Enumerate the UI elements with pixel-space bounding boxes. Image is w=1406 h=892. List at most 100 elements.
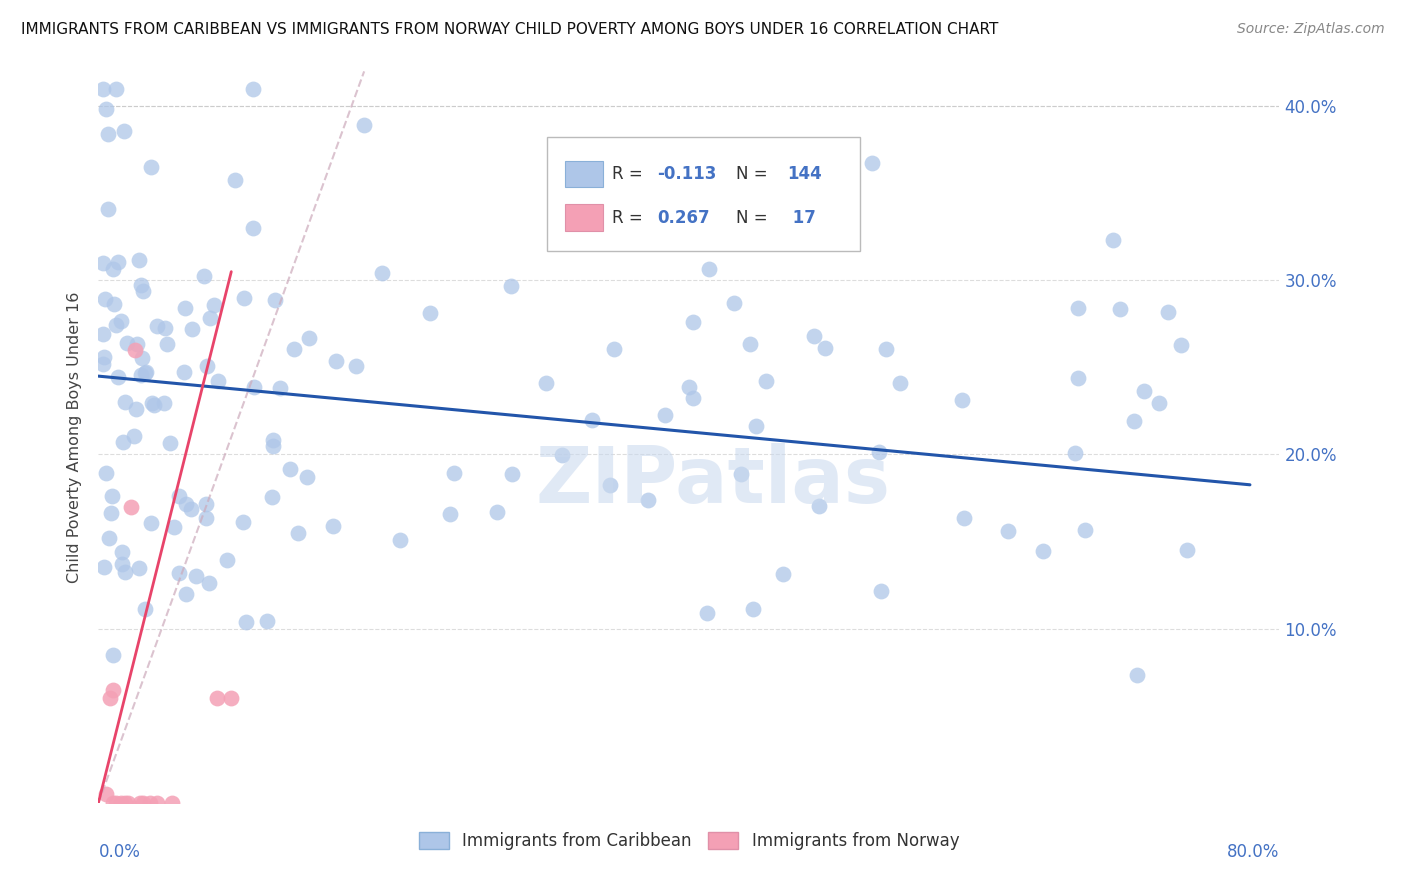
- Point: [287, 526, 309, 541]
- Point: [697, 262, 720, 277]
- Point: [114, 796, 136, 810]
- Point: [134, 602, 156, 616]
- FancyBboxPatch shape: [565, 204, 603, 231]
- Point: [1067, 371, 1090, 385]
- Point: [950, 393, 973, 408]
- Point: [678, 379, 700, 393]
- Point: [105, 82, 128, 96]
- Point: [94, 787, 117, 801]
- Point: [1032, 544, 1054, 558]
- Point: [98, 691, 121, 706]
- Point: [860, 156, 883, 170]
- Point: [139, 796, 162, 810]
- Point: [868, 445, 890, 459]
- Point: [298, 331, 321, 345]
- Point: [581, 413, 603, 427]
- Point: [205, 691, 228, 706]
- Point: [322, 519, 344, 533]
- Legend: Immigrants from Caribbean, Immigrants from Norway: Immigrants from Caribbean, Immigrants fr…: [412, 825, 966, 856]
- Point: [443, 466, 465, 480]
- Point: [256, 614, 278, 628]
- Point: [353, 118, 375, 132]
- Point: [232, 291, 254, 305]
- Point: [145, 318, 167, 333]
- Point: [263, 293, 285, 307]
- Point: [803, 329, 825, 343]
- Point: [125, 402, 148, 417]
- Point: [745, 419, 768, 434]
- Point: [100, 506, 122, 520]
- Point: [262, 433, 284, 447]
- Point: [107, 370, 129, 384]
- Point: [159, 436, 181, 450]
- Point: [117, 796, 139, 810]
- Point: [599, 478, 621, 492]
- Point: [551, 448, 574, 462]
- Point: [110, 314, 132, 328]
- Point: [131, 284, 153, 298]
- Point: [1067, 301, 1090, 315]
- Point: [193, 269, 215, 284]
- Point: [603, 342, 626, 356]
- Point: [142, 398, 165, 412]
- Point: [682, 391, 704, 405]
- Point: [114, 395, 136, 409]
- Point: [682, 315, 704, 329]
- Point: [103, 682, 125, 697]
- Text: 0.267: 0.267: [657, 209, 710, 227]
- Point: [163, 520, 186, 534]
- FancyBboxPatch shape: [547, 137, 860, 251]
- Point: [485, 505, 508, 519]
- Point: [167, 566, 190, 580]
- Point: [93, 559, 115, 574]
- Text: 0.0%: 0.0%: [98, 843, 141, 861]
- Point: [1064, 446, 1087, 460]
- Point: [91, 255, 114, 269]
- Point: [122, 429, 145, 443]
- Point: [93, 350, 115, 364]
- Point: [105, 318, 128, 333]
- Point: [534, 376, 557, 390]
- Point: [174, 587, 197, 601]
- Point: [610, 214, 633, 228]
- Point: [1074, 523, 1097, 537]
- Point: [139, 516, 162, 530]
- Point: [131, 368, 153, 382]
- Text: Source: ZipAtlas.com: Source: ZipAtlas.com: [1237, 22, 1385, 37]
- Point: [1125, 668, 1147, 682]
- Text: N =: N =: [737, 165, 773, 183]
- Point: [325, 353, 347, 368]
- Point: [91, 82, 114, 96]
- Point: [243, 380, 266, 394]
- Point: [371, 266, 394, 280]
- Point: [167, 489, 190, 503]
- Point: [156, 336, 179, 351]
- Point: [111, 434, 134, 449]
- Point: [875, 342, 897, 356]
- Point: [103, 796, 125, 810]
- Point: [195, 510, 218, 524]
- Point: [110, 796, 132, 810]
- Point: [344, 359, 367, 374]
- Point: [180, 502, 202, 516]
- Text: R =: R =: [612, 209, 648, 227]
- Point: [1123, 414, 1146, 428]
- Point: [198, 576, 221, 591]
- Point: [1109, 301, 1132, 316]
- Point: [128, 796, 150, 810]
- Point: [94, 292, 117, 306]
- Text: 80.0%: 80.0%: [1227, 843, 1279, 861]
- Point: [96, 466, 118, 480]
- Text: 144: 144: [787, 165, 821, 183]
- Point: [654, 409, 676, 423]
- Point: [224, 173, 246, 187]
- Point: [730, 467, 752, 482]
- Point: [242, 220, 264, 235]
- Point: [807, 500, 830, 514]
- Point: [103, 648, 125, 662]
- Point: [1133, 384, 1156, 398]
- Y-axis label: Child Poverty Among Boys Under 16: Child Poverty Among Boys Under 16: [67, 292, 83, 582]
- Point: [269, 381, 291, 395]
- Point: [869, 583, 891, 598]
- Point: [723, 296, 745, 310]
